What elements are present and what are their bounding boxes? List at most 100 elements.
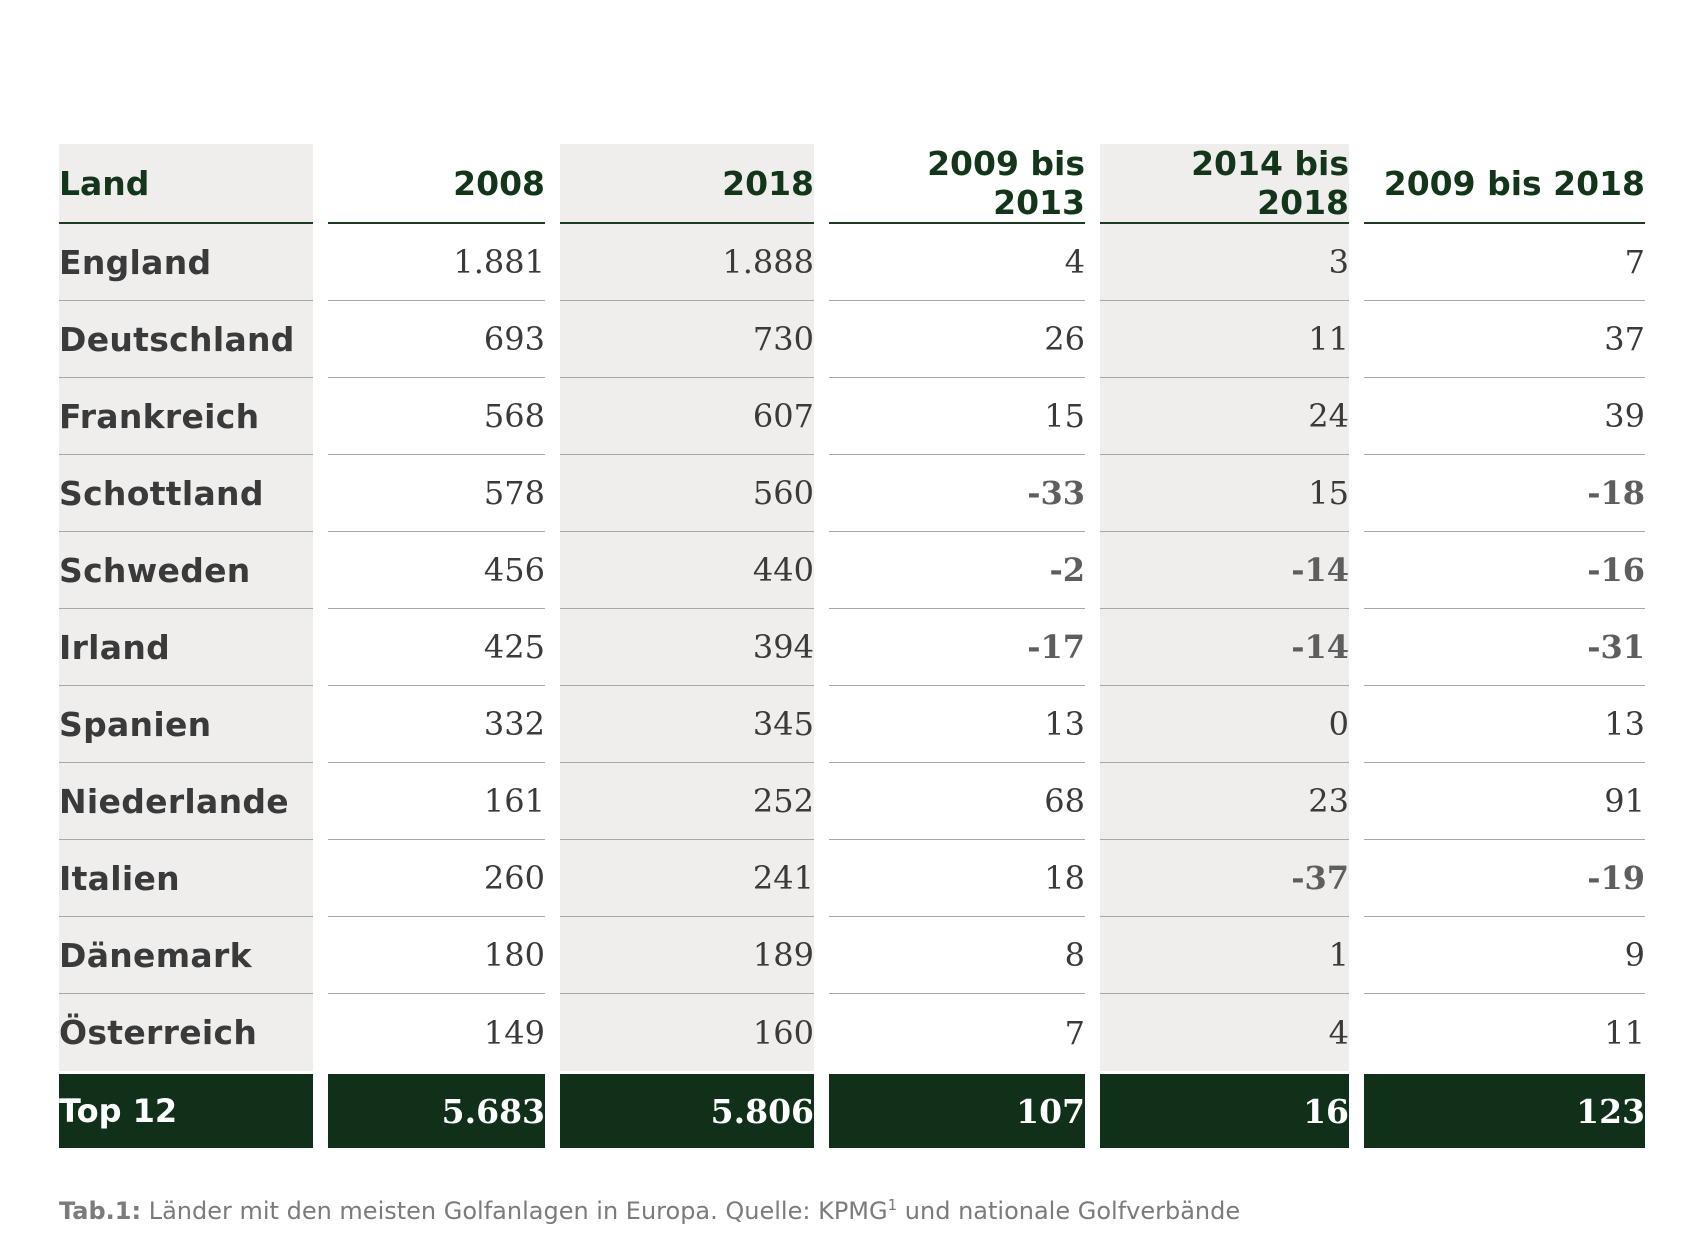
column-header: 2009 bis 2013	[927, 144, 1085, 222]
cell-2008: 456	[328, 532, 545, 609]
value: 3	[1328, 243, 1349, 281]
column-gap	[545, 763, 560, 840]
column-gap	[1085, 224, 1100, 301]
column-gap	[1349, 609, 1364, 686]
table-row: Dänemark 180 189 8 1 9	[59, 917, 1645, 994]
cell-2009-2018: 11	[1364, 994, 1645, 1071]
column-gap	[1349, 532, 1364, 609]
value: 68	[1044, 782, 1085, 820]
value: 0	[1328, 705, 1349, 743]
column-gap	[1349, 917, 1364, 994]
cell-2009-2018: 39	[1364, 378, 1645, 455]
value: 11	[1604, 1013, 1645, 1052]
column-gap	[1349, 455, 1364, 532]
total-cell-2018: 5.806	[560, 1074, 814, 1148]
value: 394	[752, 628, 814, 666]
column-gap	[313, 686, 328, 763]
column-gap	[814, 224, 829, 301]
total-value: 107	[1016, 1091, 1085, 1131]
cell-2014-2018: -14	[1100, 609, 1349, 686]
table-row: Irland 425 394 -17 -14 -31	[59, 609, 1645, 686]
value: 18	[1044, 859, 1085, 897]
column-gap	[313, 1074, 328, 1148]
table-row: Schweden 456 440 -2 -14 -16	[59, 532, 1645, 609]
cell-country: Deutschland	[59, 301, 313, 378]
cell-country: Schweden	[59, 532, 313, 609]
column-gap	[545, 1074, 560, 1148]
cell-2018: 607	[560, 378, 814, 455]
column-gap	[313, 224, 328, 301]
header-cell-2009-2013: 2009 bis 2013	[829, 144, 1085, 224]
value: -19	[1587, 859, 1645, 897]
value: 1.881	[453, 243, 545, 281]
total-label: Top 12	[59, 1092, 178, 1130]
column-gap	[1085, 378, 1100, 455]
column-gap	[545, 224, 560, 301]
value: -31	[1587, 628, 1645, 666]
value: 560	[752, 474, 814, 512]
column-gap	[1349, 686, 1364, 763]
column-gap	[1349, 378, 1364, 455]
table-row: Frankreich 568 607 15 24 39	[59, 378, 1645, 455]
column-gap	[1349, 994, 1364, 1071]
cell-2009-2018: -18	[1364, 455, 1645, 532]
cell-2009-2013: 7	[829, 994, 1085, 1071]
cell-country: Österreich	[59, 994, 313, 1071]
value: 149	[483, 1013, 545, 1052]
value: 730	[752, 320, 814, 358]
cell-2008: 180	[328, 917, 545, 994]
column-gap	[545, 378, 560, 455]
value: 24	[1308, 397, 1349, 435]
column-header: 2008	[453, 163, 545, 203]
cell-2008: 260	[328, 840, 545, 917]
column-gap	[814, 609, 829, 686]
country-name: England	[59, 242, 212, 282]
value: 252	[752, 782, 814, 820]
cell-2009-2013: 8	[829, 917, 1085, 994]
value: 189	[752, 936, 814, 974]
cell-2008: 332	[328, 686, 545, 763]
country-name: Schottland	[59, 473, 264, 513]
column-gap	[1349, 1074, 1364, 1148]
value: 160	[752, 1013, 814, 1052]
value: 161	[483, 782, 545, 820]
cell-2009-2013: 13	[829, 686, 1085, 763]
value: 345	[752, 705, 814, 743]
cell-2014-2018: -37	[1100, 840, 1349, 917]
cell-2018: 160	[560, 994, 814, 1071]
value: 578	[483, 474, 545, 512]
cell-2009-2013: 15	[829, 378, 1085, 455]
column-gap	[1349, 301, 1364, 378]
column-header: 2014 bis 2018	[1191, 144, 1349, 222]
country-name: Deutschland	[59, 319, 295, 359]
value: -37	[1291, 859, 1349, 897]
cell-country: Spanien	[59, 686, 313, 763]
country-name: Irland	[59, 627, 171, 667]
cell-country: England	[59, 224, 313, 301]
value: -16	[1587, 551, 1645, 589]
country-name: Spanien	[59, 704, 212, 744]
cell-2009-2013: -2	[829, 532, 1085, 609]
column-gap	[545, 301, 560, 378]
value: 91	[1604, 782, 1645, 820]
total-value: 5.806	[710, 1091, 814, 1131]
table-body: Land 2008 2018 2009 bis 2013 2014 bis 2018 20…	[59, 144, 1645, 1148]
column-gap	[313, 763, 328, 840]
column-gap	[814, 1074, 829, 1148]
cell-country: Italien	[59, 840, 313, 917]
column-gap	[1085, 994, 1100, 1071]
column-gap	[1349, 144, 1364, 224]
cell-2009-2013: 4	[829, 224, 1085, 301]
column-gap	[814, 301, 829, 378]
table-row: Niederlande 161 252 68 23 91	[59, 763, 1645, 840]
total-row: Top 12 5.683 5.806 107 16 123	[59, 1074, 1645, 1148]
column-gap	[814, 840, 829, 917]
column-gap	[814, 532, 829, 609]
cell-2018: 440	[560, 532, 814, 609]
column-gap	[313, 532, 328, 609]
cell-2009-2018: 13	[1364, 686, 1645, 763]
header-cell-2009-2018: 2009 bis 2018	[1364, 144, 1645, 224]
cell-2014-2018: 1	[1100, 917, 1349, 994]
header-cell-country: Land	[59, 144, 313, 224]
total-cell-2009-2013: 107	[829, 1074, 1085, 1148]
